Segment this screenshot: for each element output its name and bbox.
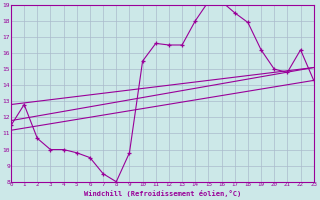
X-axis label: Windchill (Refroidissement éolien,°C): Windchill (Refroidissement éolien,°C) (84, 190, 241, 197)
